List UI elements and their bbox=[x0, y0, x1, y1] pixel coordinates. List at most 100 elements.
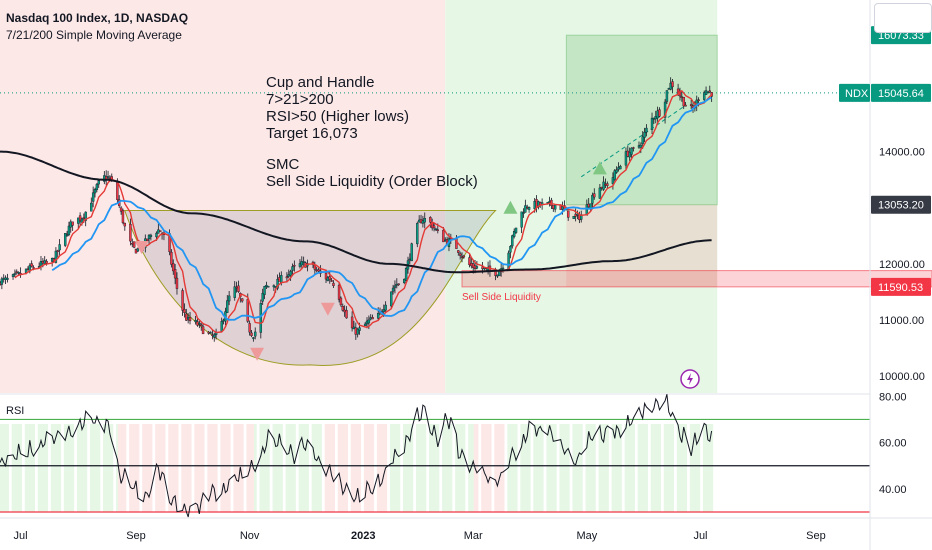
candle-body bbox=[289, 271, 292, 276]
price-badge-value: 16073.33 bbox=[878, 30, 924, 42]
candle-body bbox=[391, 287, 395, 292]
candle-body bbox=[643, 131, 646, 138]
rsi-background-bar bbox=[663, 424, 667, 512]
note-line-7: Sell Side Liquidity (Order Block) bbox=[266, 173, 478, 190]
rsi-background-bar bbox=[298, 424, 302, 512]
time-tick-label: Sep bbox=[126, 530, 146, 542]
candle-body bbox=[514, 227, 518, 233]
candle-body bbox=[11, 274, 15, 277]
rsi-background-bar bbox=[615, 424, 619, 512]
rsi-background-bar bbox=[78, 424, 82, 512]
candle-body bbox=[159, 230, 162, 232]
rsi-background-bar bbox=[358, 424, 362, 512]
rsi-background-bar bbox=[697, 424, 701, 512]
rsi-background-bar bbox=[240, 424, 244, 512]
candle-body bbox=[17, 272, 20, 274]
note-line-6: SMC bbox=[266, 156, 300, 173]
candle-body bbox=[682, 96, 685, 107]
rsi-background-bar bbox=[130, 424, 134, 512]
candle-body bbox=[285, 276, 289, 279]
rsi-background-bar bbox=[136, 424, 140, 512]
candle-body bbox=[684, 104, 687, 107]
candle-body bbox=[501, 267, 505, 270]
price-badge-value: 15045.64 bbox=[878, 88, 924, 100]
candle-body bbox=[280, 275, 283, 284]
candle-body bbox=[350, 316, 354, 329]
candle-body bbox=[593, 193, 596, 198]
rsi-background-bar bbox=[624, 424, 628, 512]
rsi-background-bar bbox=[19, 424, 22, 512]
rsi-background-bar bbox=[512, 424, 516, 512]
rsi-background-bar bbox=[237, 424, 240, 512]
rsi-background-bar bbox=[186, 424, 190, 512]
candle-body bbox=[458, 253, 462, 256]
candle-body bbox=[121, 210, 125, 223]
candle-body bbox=[475, 266, 479, 269]
rsi-background-bar bbox=[667, 424, 671, 512]
rsi-background-bar bbox=[26, 424, 30, 512]
candle-body bbox=[498, 271, 501, 277]
candle-body bbox=[658, 109, 661, 117]
rsi-background-bar bbox=[484, 424, 488, 512]
candle-body bbox=[619, 166, 622, 170]
rsi-background-bar bbox=[184, 424, 188, 512]
rsi-background-bar bbox=[706, 424, 710, 512]
rsi-background-bar bbox=[641, 424, 645, 512]
candle-body bbox=[630, 147, 633, 155]
rsi-background-bar bbox=[4, 424, 8, 512]
candle-body bbox=[233, 286, 236, 298]
rsi-background-bar bbox=[129, 424, 132, 512]
rsi-background-bar bbox=[665, 424, 669, 512]
rsi-background-bar bbox=[272, 424, 276, 512]
rsi-background-bar bbox=[421, 424, 425, 512]
rsi-background-bar bbox=[540, 424, 544, 512]
candle-body bbox=[276, 278, 279, 289]
rsi-background-bar bbox=[363, 424, 367, 512]
rsi-background-bar bbox=[50, 424, 54, 512]
candle-body bbox=[436, 229, 439, 231]
candle-body bbox=[511, 235, 514, 247]
rsi-background-bar bbox=[65, 424, 69, 512]
rsi-background-bar bbox=[37, 424, 41, 512]
rsi-background-bar bbox=[578, 424, 581, 512]
rsi-background-bar bbox=[194, 424, 198, 512]
top-right-control[interactable] bbox=[874, 3, 932, 33]
target-zone bbox=[565, 34, 718, 206]
rsi-background-bar bbox=[170, 424, 173, 512]
rsi-background-bar bbox=[332, 424, 335, 512]
rsi-background-bar bbox=[266, 424, 270, 512]
rsi-background-bar bbox=[550, 424, 553, 512]
candle-body bbox=[91, 192, 95, 202]
candle-body bbox=[376, 312, 380, 319]
price-badge bbox=[871, 83, 931, 102]
rsi-background-bar bbox=[592, 424, 596, 512]
sell-signal-marker bbox=[320, 302, 335, 316]
candle-body bbox=[198, 322, 201, 325]
rsi-background-bar bbox=[589, 424, 593, 512]
candle-body bbox=[397, 283, 400, 285]
rsi-background-bar bbox=[54, 424, 58, 512]
candle-body bbox=[697, 99, 700, 101]
rsi-background-bar bbox=[652, 424, 656, 512]
candle-body bbox=[201, 326, 205, 335]
rsi-background-bar bbox=[494, 424, 498, 512]
candle-body bbox=[332, 282, 335, 286]
candle-body bbox=[181, 290, 184, 311]
rsi-background-bar bbox=[69, 424, 73, 512]
time-tick-label: Mar bbox=[464, 530, 483, 542]
candle-body bbox=[337, 284, 341, 300]
rsi-tick-label: 40.00 bbox=[879, 484, 907, 496]
rsi-background-bar bbox=[317, 424, 321, 512]
rsi-background-bar bbox=[449, 424, 453, 512]
rsi-background-bar bbox=[350, 424, 354, 512]
rsi-background-bar bbox=[572, 424, 576, 512]
rsi-background-bar bbox=[158, 424, 162, 512]
rsi-background-bar bbox=[406, 424, 410, 512]
rsi-background-bar bbox=[253, 424, 257, 512]
rsi-background-bar bbox=[52, 424, 56, 512]
rsi-background-bar bbox=[263, 424, 267, 512]
rsi-background-bar bbox=[15, 424, 19, 512]
rsi-background-bar bbox=[354, 424, 358, 512]
rsi-background-bar bbox=[525, 424, 529, 512]
